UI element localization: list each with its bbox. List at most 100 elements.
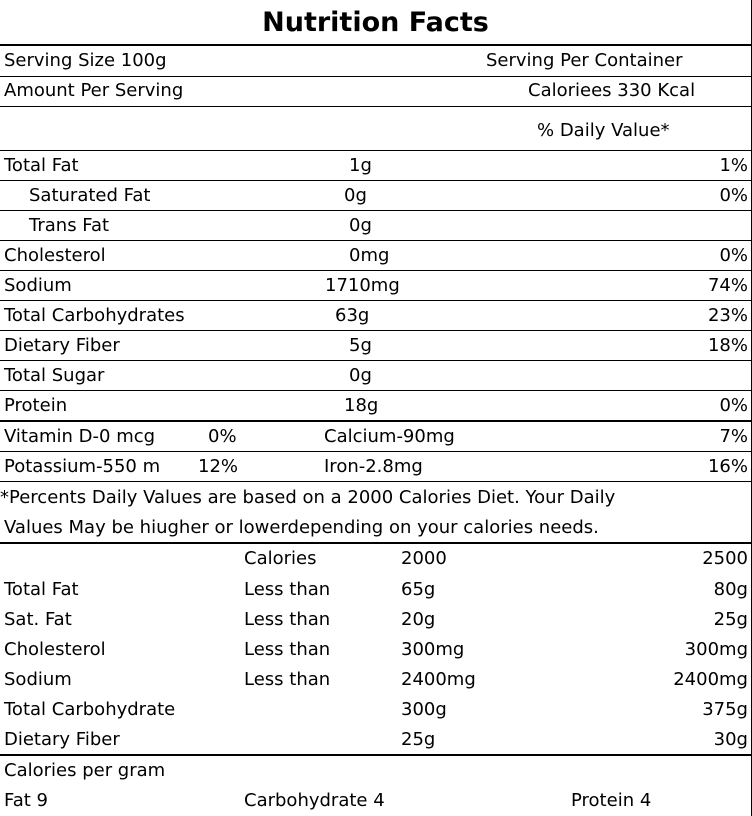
nutrient-daily-value: 0% bbox=[719, 395, 748, 416]
divider bbox=[0, 240, 751, 241]
reference-row: Sodium Less than 2400mg 2400mg bbox=[0, 665, 751, 695]
mineral-percent: 7% bbox=[719, 426, 748, 447]
reference-label: Total Carbohydrate bbox=[4, 699, 176, 720]
servings-per-container: Serving Per Container bbox=[486, 50, 683, 71]
reference-value-2500: 300mg bbox=[684, 639, 748, 660]
reference-label: Total Fat bbox=[4, 579, 79, 600]
reference-value-2500: 30g bbox=[713, 729, 748, 750]
nutrient-amount: 0g bbox=[349, 215, 372, 236]
reference-value-2000: 2400mg bbox=[401, 669, 476, 690]
nutrient-daily-value: 74% bbox=[707, 275, 748, 296]
nutrient-name: Total Fat bbox=[4, 155, 79, 176]
daily-value-header-row: % Daily Value* bbox=[0, 116, 751, 146]
nutrient-amount: 0mg bbox=[349, 245, 390, 266]
reference-row: Total Fat Less than 65g 80g bbox=[0, 575, 751, 605]
nutrient-row: Cholesterol 0mg 0% bbox=[0, 241, 751, 271]
nutrient-row: Total Fat 1g 1% bbox=[0, 151, 751, 181]
label-title: Nutrition Facts bbox=[262, 7, 489, 38]
nutrient-name: Dietary Fiber bbox=[4, 335, 120, 356]
reference-value-2000: 2000 bbox=[401, 548, 447, 569]
nutrient-amount: 1710mg bbox=[325, 275, 400, 296]
nutrient-name: Cholesterol bbox=[4, 245, 106, 266]
reference-row: Total Carbohydrate 300g 375g bbox=[0, 695, 751, 725]
nutrient-row: Dietary Fiber 5g 18% bbox=[0, 331, 751, 361]
nutrient-daily-value: 18% bbox=[707, 335, 748, 356]
calories-per-gram-label: Calories per gram bbox=[4, 760, 166, 781]
vitamin-percent: 12% bbox=[198, 456, 239, 477]
calories-per-gram-values: Fat 9 Carbohydrate 4 Protein 4 bbox=[0, 786, 751, 816]
divider bbox=[0, 180, 751, 181]
divider bbox=[0, 270, 751, 271]
reference-value-2500: 80g bbox=[713, 579, 748, 600]
mineral-name: Iron-2.8mg bbox=[324, 456, 423, 477]
reference-row: Sat. Fat Less than 20g 25g bbox=[0, 605, 751, 635]
amount-row: Amount Per Serving Caloriees 330 Kcal bbox=[0, 76, 751, 106]
vitamin-row: Potassium-550 m 12% Iron-2.8mg 16% bbox=[0, 452, 751, 482]
mineral-percent: 16% bbox=[707, 456, 748, 477]
nutrient-row: Protein 18g 0% bbox=[0, 391, 751, 421]
reference-value-2000: 300mg bbox=[401, 639, 465, 660]
reference-label: Cholesterol bbox=[4, 639, 106, 660]
nutrient-daily-value: 1% bbox=[719, 155, 748, 176]
nutrient-daily-value: 23% bbox=[707, 305, 748, 326]
reference-value-2000: 20g bbox=[401, 609, 436, 630]
nutrient-amount: 0g bbox=[344, 185, 367, 206]
divider bbox=[0, 150, 751, 151]
nutrient-row: Trans Fat 0g bbox=[0, 211, 751, 241]
nutrient-amount: 1g bbox=[349, 155, 372, 176]
reference-header-row: Calories 2000 2500 bbox=[0, 544, 751, 574]
divider bbox=[0, 360, 751, 361]
divider bbox=[0, 542, 751, 544]
nutrient-amount: 5g bbox=[349, 335, 372, 356]
reference-limit: Less than bbox=[244, 609, 331, 630]
reference-row: Dietary Fiber 25g 30g bbox=[0, 725, 751, 755]
footnote-line: *Percents Daily Values are based on a 20… bbox=[0, 487, 616, 508]
divider bbox=[0, 300, 751, 301]
reference-value-2000: 65g bbox=[401, 579, 436, 600]
nutrient-daily-value: 0% bbox=[719, 185, 748, 206]
divider bbox=[0, 76, 751, 77]
daily-value-header: % Daily Value* bbox=[537, 120, 670, 141]
divider bbox=[0, 330, 751, 331]
nutrient-row: Total Sugar 0g bbox=[0, 361, 751, 391]
nutrient-name: Protein bbox=[4, 395, 68, 416]
reference-value-2500: 375g bbox=[702, 699, 748, 720]
divider bbox=[0, 44, 751, 46]
reference-value-2500: 2500 bbox=[702, 548, 748, 569]
nutrient-row: Saturated Fat 0g 0% bbox=[0, 181, 751, 211]
vitamin-row: Vitamin D-0 mcg 0% Calcium-90mg 7% bbox=[0, 422, 751, 452]
vitamin-name: Potassium-550 m bbox=[4, 456, 160, 477]
calories-per-gram-row: Calories per gram bbox=[0, 756, 751, 786]
fat-calories: Fat 9 bbox=[4, 790, 48, 811]
reference-value-2000: 300g bbox=[401, 699, 447, 720]
reference-label: Sat. Fat bbox=[4, 609, 72, 630]
divider bbox=[0, 481, 751, 482]
carbohydrate-calories: Carbohydrate 4 bbox=[244, 790, 385, 811]
nutrient-row: Total Carbohydrates 63g 23% bbox=[0, 301, 751, 331]
amount-per-serving: Amount Per Serving bbox=[4, 80, 184, 101]
reference-value-2500: 25g bbox=[713, 609, 748, 630]
serving-size: Serving Size 100g bbox=[4, 50, 167, 71]
divider bbox=[0, 210, 751, 211]
nutrient-name: Total Carbohydrates bbox=[4, 305, 185, 326]
nutrient-name: Saturated Fat bbox=[29, 185, 151, 206]
nutrient-amount: 18g bbox=[344, 395, 379, 416]
vitamin-name: Vitamin D-0 mcg bbox=[4, 426, 156, 447]
reference-limit: Less than bbox=[244, 579, 331, 600]
nutrient-amount: 63g bbox=[335, 305, 370, 326]
reference-label: Dietary Fiber bbox=[4, 729, 120, 750]
nutrient-name: Trans Fat bbox=[29, 215, 110, 236]
reference-label: Sodium bbox=[4, 669, 72, 690]
mineral-name: Calcium-90mg bbox=[324, 426, 455, 447]
nutrient-name: Sodium bbox=[4, 275, 72, 296]
protein-calories: Protein 4 bbox=[571, 790, 652, 811]
divider bbox=[0, 390, 751, 391]
vitamin-percent: 0% bbox=[208, 426, 237, 447]
footnote-line: Values May be hiugher or lowerdepending … bbox=[4, 517, 599, 538]
nutrient-daily-value: 0% bbox=[719, 245, 748, 266]
reference-value-2500: 2400mg bbox=[673, 669, 748, 690]
nutrient-name: Total Sugar bbox=[4, 365, 105, 386]
reference-value-2000: 25g bbox=[401, 729, 436, 750]
serving-row: Serving Size 100g Serving Per Container bbox=[0, 46, 751, 76]
